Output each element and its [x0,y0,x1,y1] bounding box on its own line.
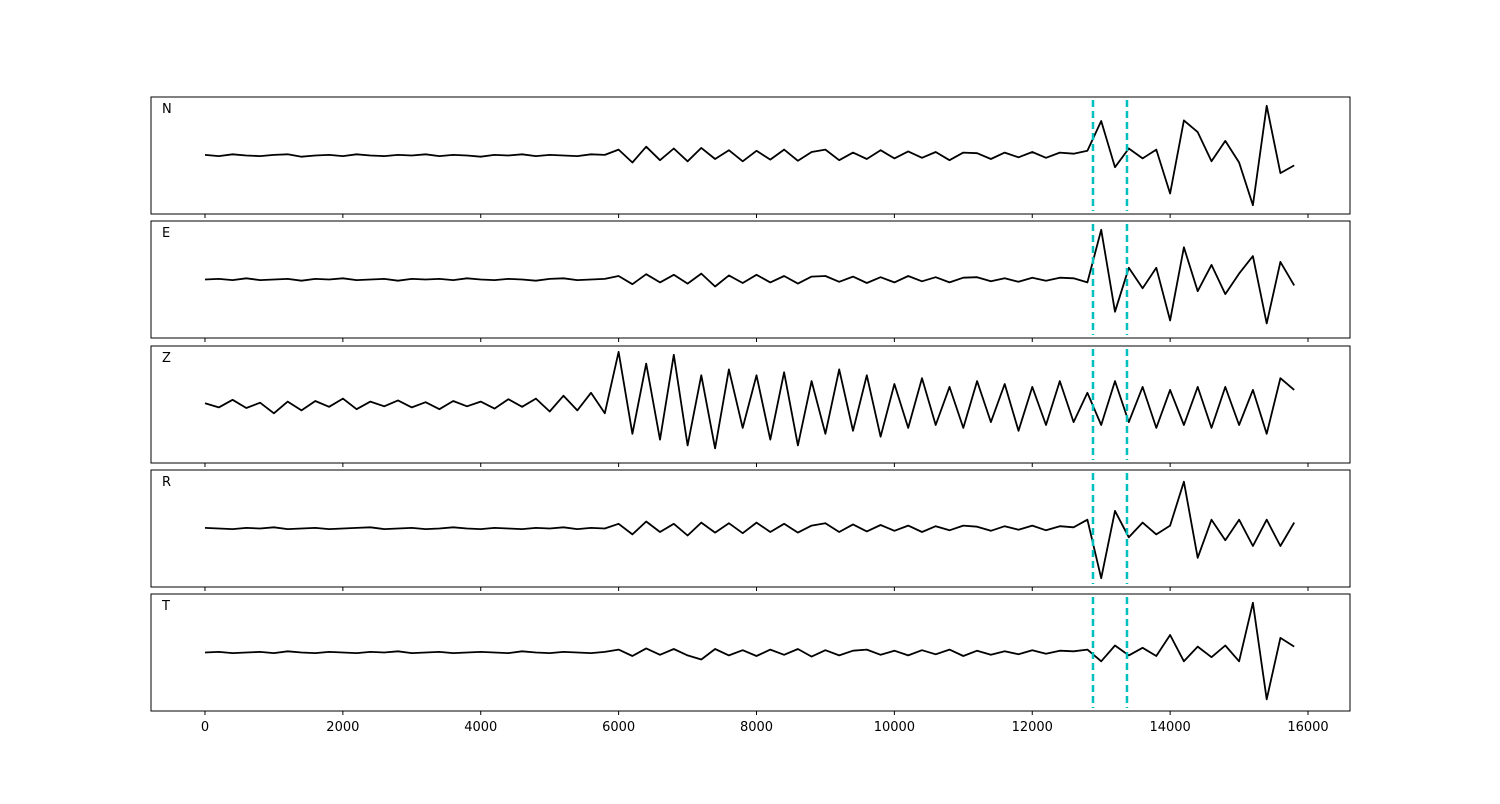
panel-label: E [162,226,170,241]
x-tick-label: 4000 [464,720,497,735]
panel-frame [150,96,1351,215]
trace [204,601,1295,701]
trace [204,351,1295,450]
panel-frame [150,469,1351,588]
x-tick-label: 14000 [1149,720,1190,735]
x-tick-label: 8000 [740,720,773,735]
panel-label: N [162,102,172,117]
x-tick-label: 12000 [1012,720,1053,735]
trace [204,228,1295,325]
x-tick-label: 0 [201,720,209,735]
panel-frame [150,220,1351,339]
x-tick-label: 10000 [874,720,915,735]
trace [204,480,1295,580]
x-tick-label: 16000 [1287,720,1328,735]
trace [204,104,1295,207]
x-tick-label: 6000 [602,720,635,735]
panel-label: Z [162,351,171,366]
panel-frame [150,593,1351,712]
x-tick-label: 2000 [326,720,359,735]
panel-label: T [161,599,170,614]
panel-label: R [162,475,171,490]
panel-frame [150,345,1351,464]
